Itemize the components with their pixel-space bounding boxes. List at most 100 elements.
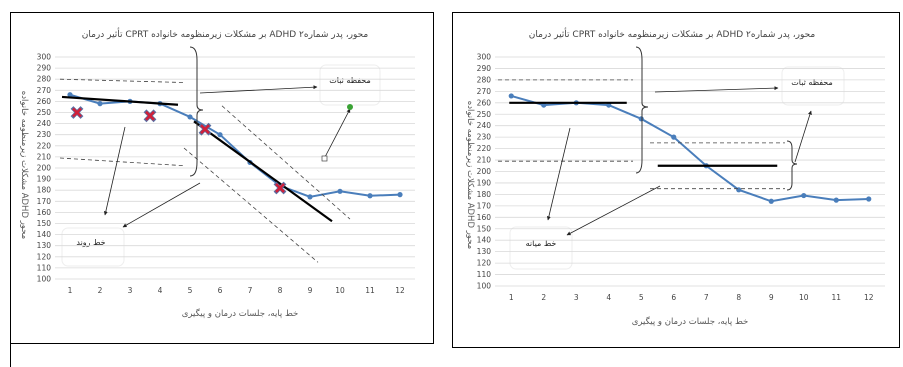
y-tick-label: 120 bbox=[477, 259, 492, 268]
y-tick-label: 140 bbox=[37, 230, 52, 239]
x-tick-label: 3 bbox=[128, 286, 133, 295]
y-tick-label: 230 bbox=[37, 130, 52, 139]
data-point bbox=[736, 187, 742, 193]
arrow-treatment-trend bbox=[122, 182, 201, 228]
x-tick-label: 7 bbox=[248, 286, 253, 295]
left-page-edge bbox=[10, 340, 11, 367]
data-point bbox=[397, 192, 403, 198]
arrow-up-right bbox=[794, 110, 812, 163]
x-tick-label: 9 bbox=[769, 293, 774, 302]
y-tick-label: 180 bbox=[37, 186, 52, 195]
y-tick-label: 110 bbox=[477, 270, 492, 279]
stability-brace bbox=[189, 46, 204, 177]
right-median-box bbox=[509, 226, 573, 270]
y-tick-label: 140 bbox=[477, 236, 492, 245]
y-tick-label: 280 bbox=[37, 75, 52, 84]
right-x-axis-label: خط پایه، جلسات درمان و پیگیری bbox=[632, 316, 749, 327]
x-tick-label: 4 bbox=[606, 293, 611, 302]
y-tick-label: 190 bbox=[477, 178, 492, 187]
arrow-to-stability-box bbox=[199, 85, 318, 94]
cross-marker bbox=[198, 122, 212, 136]
data-point bbox=[97, 101, 103, 107]
y-tick-label: 150 bbox=[37, 219, 52, 228]
green-handle bbox=[347, 104, 353, 110]
x-tick-label: 8 bbox=[736, 293, 741, 302]
x-tick-label: 4 bbox=[158, 286, 163, 295]
baseline-trend-line bbox=[61, 95, 179, 106]
data-point bbox=[866, 196, 872, 202]
y-tick-label: 230 bbox=[477, 133, 492, 142]
x-tick-label: 9 bbox=[308, 286, 313, 295]
y-tick-label: 130 bbox=[37, 241, 52, 250]
left-trend-box bbox=[61, 227, 125, 267]
left-chart-frame bbox=[10, 12, 434, 344]
y-tick-label: 150 bbox=[477, 224, 492, 233]
data-point bbox=[671, 134, 677, 140]
data-point bbox=[307, 194, 313, 200]
y-tick-label: 290 bbox=[37, 64, 52, 73]
median-brace bbox=[786, 140, 798, 191]
x-tick-label: 2 bbox=[98, 286, 103, 295]
y-tick-label: 240 bbox=[477, 121, 492, 130]
x-tick-label: 10 bbox=[799, 293, 809, 302]
y-tick-label: 290 bbox=[477, 64, 492, 73]
y-tick-label: 180 bbox=[477, 190, 492, 199]
left-x-axis-label: خط پایه، جلسات درمان و پیگیری bbox=[182, 308, 299, 319]
selection-handle bbox=[321, 155, 328, 162]
y-tick-label: 250 bbox=[37, 108, 52, 117]
x-tick-label: 1 bbox=[68, 286, 73, 295]
y-tick-label: 260 bbox=[477, 98, 492, 107]
left-trend-label: خط روند bbox=[76, 238, 105, 247]
x-tick-label: 2 bbox=[541, 293, 546, 302]
data-point bbox=[337, 188, 343, 194]
left-chart-title: تأثیر درمان CPRT بر مشکلات زیرمنظومه خان… bbox=[82, 27, 369, 40]
arrow-to-stability-box bbox=[654, 86, 779, 93]
upper-envelope-dashed bbox=[59, 78, 186, 83]
cross-marker bbox=[70, 106, 84, 119]
data-point bbox=[67, 92, 73, 98]
y-tick-label: 120 bbox=[37, 252, 52, 261]
x-tick-label: 1 bbox=[509, 293, 514, 302]
x-tick-label: 6 bbox=[671, 293, 676, 302]
y-tick-label: 100 bbox=[477, 282, 492, 291]
lower-envelope-dashed bbox=[59, 157, 186, 167]
arrow-baseline-trend bbox=[103, 126, 126, 216]
upper-trend-envelope-dashed bbox=[221, 105, 351, 220]
x-tick-label: 11 bbox=[365, 286, 375, 295]
y-tick-label: 130 bbox=[477, 247, 492, 256]
data-point bbox=[367, 193, 373, 199]
x-tick-label: 10 bbox=[335, 286, 345, 295]
y-tick-label: 260 bbox=[37, 97, 52, 106]
data-point bbox=[801, 192, 807, 199]
stability-brace bbox=[635, 46, 649, 174]
left-stability-label: محفظه ثبات bbox=[329, 76, 371, 85]
y-tick-label: 300 bbox=[477, 53, 492, 62]
x-tick-label: 6 bbox=[218, 286, 223, 295]
x-tick-label: 5 bbox=[639, 293, 644, 302]
y-tick-label: 160 bbox=[37, 208, 52, 217]
arrow-up-right bbox=[324, 108, 351, 158]
y-tick-label: 240 bbox=[37, 119, 52, 128]
cross-marker bbox=[273, 181, 287, 195]
arrow-treatment-median bbox=[566, 185, 661, 236]
y-tick-label: 220 bbox=[477, 144, 492, 153]
treatment-trend-line bbox=[193, 120, 333, 223]
y-tick-label: 210 bbox=[477, 156, 492, 165]
x-tick-label: 5 bbox=[188, 286, 193, 295]
y-tick-label: 200 bbox=[477, 167, 492, 176]
y-tick-label: 280 bbox=[477, 75, 492, 84]
x-tick-label: 12 bbox=[395, 286, 405, 295]
right-stability-label: محفظه ثبات bbox=[791, 78, 833, 87]
data-point bbox=[187, 114, 193, 120]
right-stability-box bbox=[781, 66, 845, 106]
x-tick-label: 8 bbox=[278, 286, 283, 295]
cross-marker bbox=[143, 109, 157, 123]
y-tick-label: 300 bbox=[37, 53, 52, 62]
y-tick-label: 190 bbox=[37, 175, 52, 184]
y-tick-label: 100 bbox=[37, 275, 52, 284]
y-tick-label: 250 bbox=[477, 110, 492, 119]
data-point bbox=[768, 198, 774, 204]
data-point bbox=[217, 132, 223, 138]
right-chart-frame bbox=[452, 12, 900, 348]
